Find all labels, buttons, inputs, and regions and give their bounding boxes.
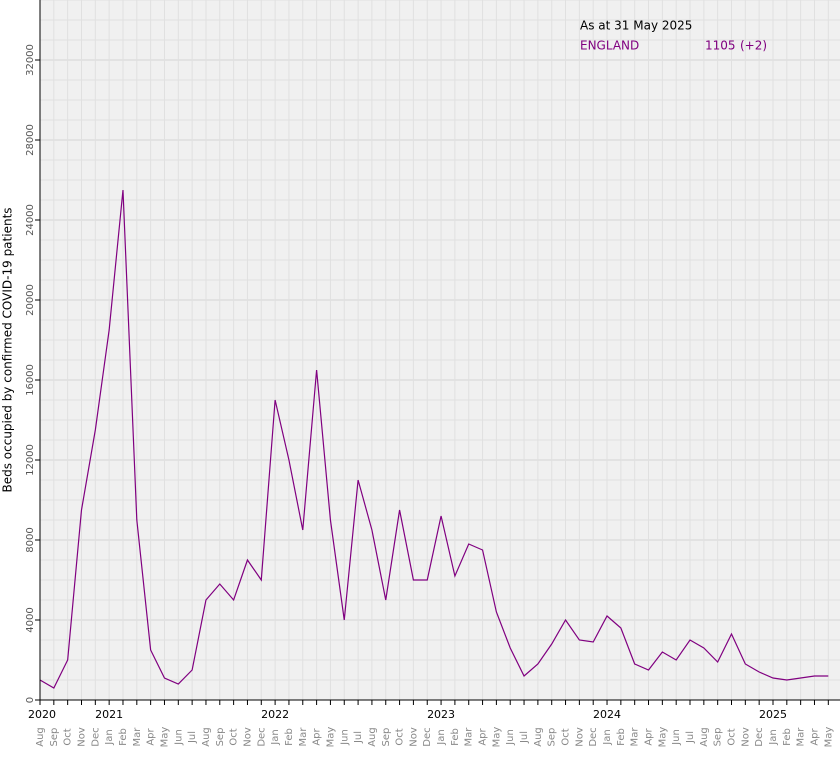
x-tick-label: Feb	[450, 728, 461, 746]
x-tick-label: Mar	[298, 727, 309, 747]
x-tick-label: May	[491, 727, 502, 748]
series-line	[39, 189, 829, 689]
y-tick-label: 32000	[25, 44, 36, 76]
x-tick-label: Jun	[505, 729, 516, 746]
y-tick-label: 20000	[25, 284, 36, 316]
x-tick-label: Nov	[574, 727, 585, 747]
x-tick-label: Sep	[215, 728, 226, 747]
x-tick-label: Mar	[132, 727, 143, 747]
x-tick-label: Aug	[201, 727, 212, 747]
x-tick-label: Feb	[782, 728, 793, 746]
x-tick-label: Dec	[256, 727, 267, 746]
annotation-latest: 1105	[705, 39, 736, 53]
x-tick-label: Apr	[809, 727, 820, 745]
y-tick-label: 12000	[25, 444, 36, 476]
x-tick-label: Nov	[740, 727, 751, 747]
x-tick-label: Feb	[118, 728, 129, 746]
x-tick-label: Apr	[478, 727, 489, 745]
x-tick-label: Feb	[616, 728, 627, 746]
x-tick-label: May	[325, 727, 336, 748]
y-tick-label: 24000	[25, 204, 36, 236]
x-tick-label: May	[823, 727, 834, 748]
annotation-change: (+2)	[740, 39, 767, 53]
year-label: 2025	[759, 708, 787, 721]
y-tick-label: 8000	[25, 527, 36, 552]
x-tick-label: Jul	[519, 731, 530, 744]
x-tick-label: Jul	[685, 731, 696, 744]
marks	[39, 189, 829, 689]
x-tick-label: Apr	[644, 727, 655, 745]
x-tick-label: Aug	[367, 727, 378, 747]
x-tick-label: Apr	[146, 727, 157, 745]
x-tick-label: Sep	[547, 728, 558, 747]
x-tick-label: Sep	[713, 728, 724, 747]
x-tick-label: Oct	[561, 728, 572, 745]
x-tick-label: Dec	[90, 727, 101, 746]
x-tick-label: Nov	[242, 727, 253, 747]
x-tick-label: Jul	[353, 731, 364, 744]
year-label: 2021	[95, 708, 123, 721]
x-tick-label: Dec	[754, 727, 765, 746]
x-tick-label: Dec	[422, 727, 433, 746]
x-tick-label: Oct	[229, 728, 240, 745]
x-tick-label: Oct	[727, 728, 738, 745]
legend-name: ENGLAND	[580, 39, 639, 53]
x-tick-label: Mar	[630, 727, 641, 747]
x-tick-label: Jan	[436, 729, 447, 745]
x-tick-label: Jan	[768, 729, 779, 745]
x-tick-label: Mar	[464, 727, 475, 747]
x-tick-label: Jan	[602, 729, 613, 745]
x-tick-label: Feb	[284, 728, 295, 746]
x-tick-label: Nov	[76, 727, 87, 747]
x-tick-label: Jan	[104, 729, 115, 745]
y-tick-label: 4000	[25, 607, 36, 632]
y-axis-label: Beds occupied by confirmed COVID-19 pati…	[1, 207, 15, 492]
x-tick-label: Sep	[49, 728, 60, 747]
x-tick-label: Jan	[270, 729, 281, 745]
annotation-date: As at 31 May 2025	[580, 19, 692, 33]
x-tick-label: Apr	[312, 727, 323, 745]
x-tick-label: Jun	[671, 729, 682, 746]
x-tick-label: Aug	[699, 727, 710, 747]
x-tick-label: Aug	[533, 727, 544, 747]
year-label: 2020	[28, 708, 56, 721]
y-tick-label: 0	[25, 697, 36, 703]
y-tick-label: 28000	[25, 124, 36, 156]
year-label: 2022	[261, 708, 289, 721]
x-tick-label: Jul	[187, 731, 198, 744]
year-label: 2024	[593, 708, 621, 721]
grid	[39, 0, 840, 701]
x-tick-label: Oct	[63, 728, 74, 745]
x-tick-label: Mar	[796, 727, 807, 747]
x-tick-label: May	[159, 727, 170, 748]
x-tick-label: Sep	[381, 728, 392, 747]
x-tick-label: Nov	[408, 727, 419, 747]
x-tick-label: Jun	[339, 729, 350, 746]
x-tick-label: Oct	[395, 728, 406, 745]
x-tick-label: May	[657, 727, 668, 748]
year-label: 2023	[427, 708, 455, 721]
y-tick-label: 16000	[25, 364, 36, 396]
x-tick-label: Aug	[35, 727, 46, 747]
plot-area	[40, 0, 840, 700]
x-tick-label: Dec	[588, 727, 599, 746]
x-tick-label: Jun	[173, 729, 184, 746]
